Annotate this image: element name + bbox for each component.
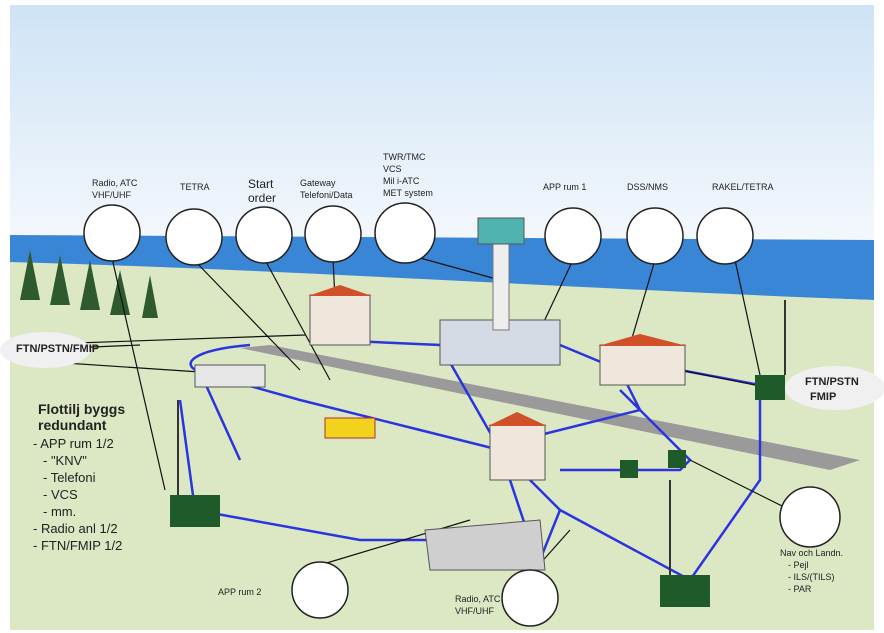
note-title: redundant	[38, 417, 107, 433]
label: order	[248, 191, 276, 205]
label: TWR/TMC	[383, 152, 426, 162]
label: MET system	[383, 188, 433, 198]
label: - PAR	[788, 584, 812, 594]
note-item: - Radio anl 1/2	[33, 521, 118, 536]
label: Telefoni/Data	[300, 190, 353, 200]
label: Gateway	[300, 178, 336, 188]
label: VHF/UHF	[92, 190, 131, 200]
label: Radio, ATC	[92, 178, 138, 188]
note-item: - "KNV"	[43, 453, 87, 468]
scene: Radio, ATC VHF/UHF TETRA Start order Gat…	[0, 0, 884, 633]
note-item: - VCS	[43, 487, 78, 502]
label: APP rum 2	[218, 587, 261, 597]
note-item: - APP rum 1/2	[33, 436, 114, 451]
label: Nav och Landn.	[780, 548, 843, 558]
label: Radio, ATC	[455, 594, 501, 604]
label: VHF/UHF	[455, 606, 494, 616]
label: DSS/NMS	[627, 182, 668, 192]
label: RAKEL/TETRA	[712, 182, 774, 192]
network-label: FTN/PSTN	[805, 376, 859, 388]
label: - Pejl	[788, 560, 809, 570]
diagram: Radio, ATC VHF/UHF TETRA Start order Gat…	[0, 0, 884, 633]
note-item: - Telefoni	[43, 470, 96, 485]
note-item: - mm.	[43, 504, 76, 519]
label: - ILS/(TILS)	[788, 572, 835, 582]
label: Mil i-ATC	[383, 176, 420, 186]
label: Start	[248, 177, 274, 191]
label: VCS	[383, 164, 402, 174]
network-label: FTN/PSTN/FMIP	[16, 343, 99, 355]
label: TETRA	[180, 182, 210, 192]
network-label: FMIP	[810, 391, 836, 403]
note-item: - FTN/FMIP 1/2	[33, 538, 122, 553]
label: APP rum 1	[543, 182, 586, 192]
note-title: Flottilj byggs	[38, 401, 125, 417]
